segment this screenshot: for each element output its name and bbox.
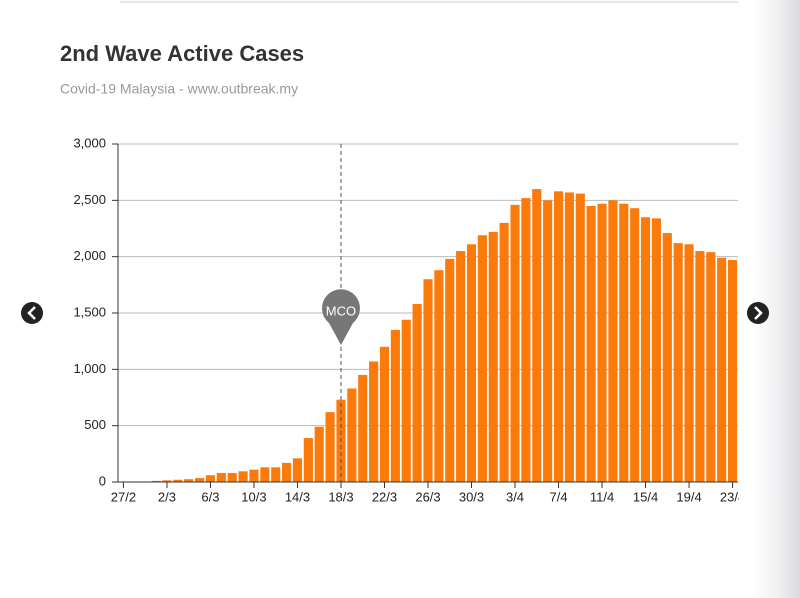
prev-button[interactable] xyxy=(21,302,43,324)
bar xyxy=(347,388,357,482)
annotation-label: MCO xyxy=(326,303,356,318)
y-tick-label: 1,500 xyxy=(73,304,106,319)
bar xyxy=(510,204,520,482)
bar xyxy=(553,191,564,482)
x-tick-label: 15/4 xyxy=(633,489,658,504)
bar xyxy=(630,208,640,482)
bar xyxy=(173,479,183,482)
bar xyxy=(379,346,390,482)
bar xyxy=(369,361,379,482)
bar xyxy=(314,426,324,482)
x-tick-label: 14/3 xyxy=(285,489,310,504)
bar xyxy=(597,203,607,483)
bar xyxy=(684,244,694,482)
bar xyxy=(499,222,509,482)
bar xyxy=(412,303,422,482)
bar xyxy=(673,243,683,482)
x-tick-label: 18/3 xyxy=(328,489,353,504)
bar xyxy=(282,462,292,482)
bar xyxy=(662,233,672,482)
y-tick-label: 3,000 xyxy=(73,135,106,150)
chart-title: 2nd Wave Active Cases xyxy=(60,41,304,66)
bar xyxy=(358,374,368,482)
x-tick-label: 30/3 xyxy=(459,489,484,504)
bar xyxy=(227,472,237,482)
next-button[interactable] xyxy=(747,302,769,324)
bar xyxy=(706,252,716,482)
bar xyxy=(651,218,661,483)
plot: 0 500 1,000 1,500 2,000 2,500 3,000 27/2 2/3 6/3 1… xyxy=(73,135,745,504)
x-tick-label: 2/3 xyxy=(158,489,176,504)
bar xyxy=(390,329,400,482)
x-tick-label: 10/3 xyxy=(241,489,266,504)
bar xyxy=(727,260,738,482)
bar xyxy=(271,467,281,482)
bar xyxy=(586,205,596,482)
bar xyxy=(445,258,455,482)
bar xyxy=(456,251,466,482)
x-tick-label: 6/3 xyxy=(201,489,219,504)
y-tick-label: 1,000 xyxy=(73,361,106,376)
bar xyxy=(521,198,531,482)
annotation-pin xyxy=(321,289,360,345)
x-tick-label: 23/4 xyxy=(720,489,745,504)
bar xyxy=(249,469,259,482)
y-tick-label: 0 xyxy=(99,473,106,488)
bar xyxy=(151,480,161,482)
bar xyxy=(543,200,553,483)
bar xyxy=(695,251,705,482)
y-tick-label: 500 xyxy=(84,417,106,432)
bar xyxy=(325,412,335,482)
bar xyxy=(238,471,248,482)
bar xyxy=(488,231,498,482)
bar xyxy=(205,475,216,482)
bar xyxy=(260,467,270,482)
bar xyxy=(608,200,618,483)
bar xyxy=(162,480,172,482)
chart-subtitle: Covid-19 Malaysia - www.outbreak.my xyxy=(60,81,298,97)
bar xyxy=(640,217,651,482)
bar xyxy=(401,319,411,482)
x-tick-label: 27/2 xyxy=(111,489,136,504)
bar xyxy=(575,193,585,482)
bar xyxy=(619,203,629,483)
bar xyxy=(195,478,205,482)
bar xyxy=(717,257,727,482)
bar xyxy=(477,235,487,482)
y-tick-label: 2,000 xyxy=(73,248,106,263)
bar xyxy=(466,244,477,482)
x-tick-label: 7/4 xyxy=(549,489,567,504)
bar xyxy=(184,479,194,482)
bar xyxy=(216,472,226,482)
x-tick-label: 22/3 xyxy=(372,489,397,504)
bar xyxy=(423,279,433,482)
x-tick-label: 26/3 xyxy=(415,489,440,504)
x-tick-label: 3/4 xyxy=(506,489,524,504)
y-tick-label: 2,500 xyxy=(73,192,106,207)
side-shade xyxy=(740,0,800,598)
bar xyxy=(434,270,444,482)
bar xyxy=(292,458,303,482)
x-tick-label: 11/4 xyxy=(590,489,614,504)
x-tick-label: 19/4 xyxy=(676,489,701,504)
bar xyxy=(564,192,574,483)
bar xyxy=(532,189,542,483)
bar xyxy=(303,438,313,482)
